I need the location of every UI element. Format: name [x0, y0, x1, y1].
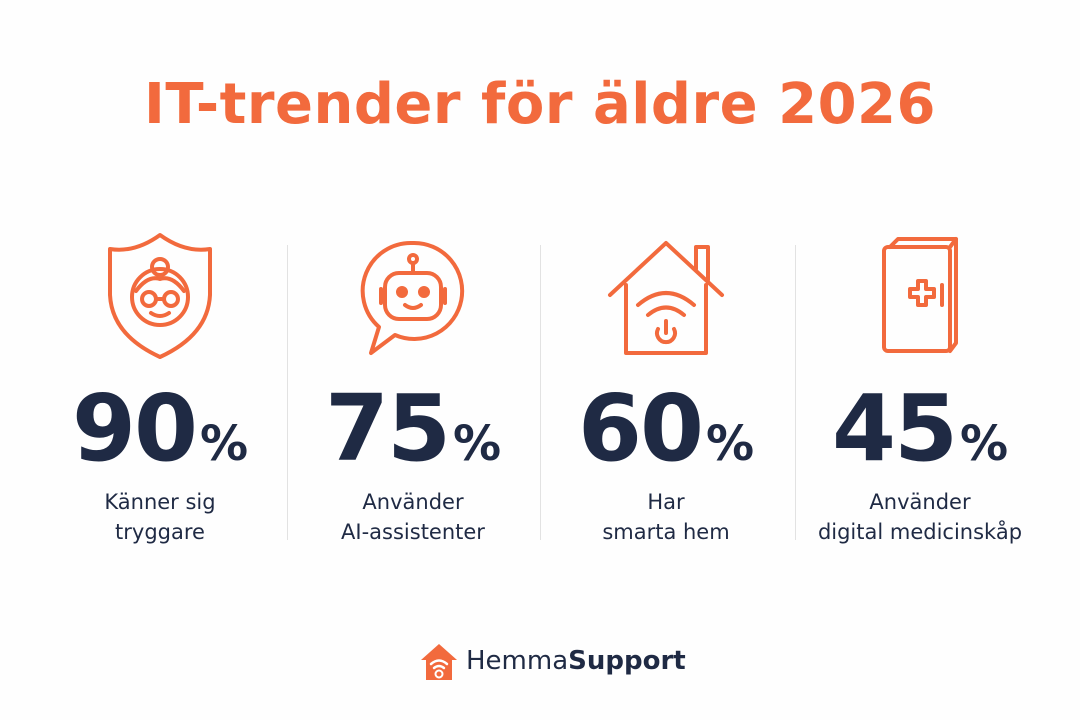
stat-number: 90: [71, 375, 198, 482]
stat-value: 45%: [795, 383, 1045, 475]
stat-label: Använder digital medicinskåp: [795, 487, 1045, 547]
stat-number: 45: [831, 375, 958, 482]
stat-label: Känner sig tryggare: [35, 487, 285, 547]
stat: 75% Använder AI-assistenter: [288, 225, 538, 547]
divider: [795, 245, 796, 540]
stat-icon: [608, 241, 724, 355]
stat-icon: [108, 233, 212, 359]
stat-icon: [882, 237, 958, 353]
stat-number: 60: [577, 375, 704, 482]
stat-label-line: tryggare: [115, 520, 205, 544]
stat-unit: %: [199, 416, 249, 472]
stat-label-line: smarta hem: [602, 520, 730, 544]
logo-text: Hemma: [466, 646, 569, 676]
stat-value: 90%: [35, 383, 285, 475]
stat-unit: %: [959, 416, 1009, 472]
title: IT-trender för äldre 2026: [144, 72, 936, 137]
stat-label-line: Använder: [869, 490, 971, 514]
stat-label-line: Känner sig: [104, 490, 216, 514]
stat-value: 75%: [288, 383, 538, 475]
logo: Hemma Support: [418, 640, 686, 682]
stat-label: Använder AI-assistenter: [288, 487, 538, 547]
divider: [287, 245, 288, 540]
stat-unit: %: [452, 416, 502, 472]
stat-unit: %: [705, 416, 755, 472]
logo-icon: [421, 644, 457, 680]
stat: 60% Har smarta hem: [541, 225, 791, 547]
stat-label-line: Använder: [362, 490, 464, 514]
stat-label-line: digital medicinskåp: [817, 520, 1023, 544]
stat: 45% Använder digital medicinskåp: [795, 225, 1045, 547]
stat-icon: [360, 240, 465, 355]
stat-value: 60%: [541, 383, 791, 475]
stat-label-line: Har: [647, 490, 685, 514]
stat-label: Har smarta hem: [541, 487, 791, 547]
divider: [540, 245, 541, 540]
stat: 90% Känner sig tryggare: [35, 225, 285, 547]
stat-number: 75: [324, 375, 451, 482]
logo-text: Support: [568, 646, 686, 676]
stat-label-line: AI-assistenter: [341, 520, 485, 544]
